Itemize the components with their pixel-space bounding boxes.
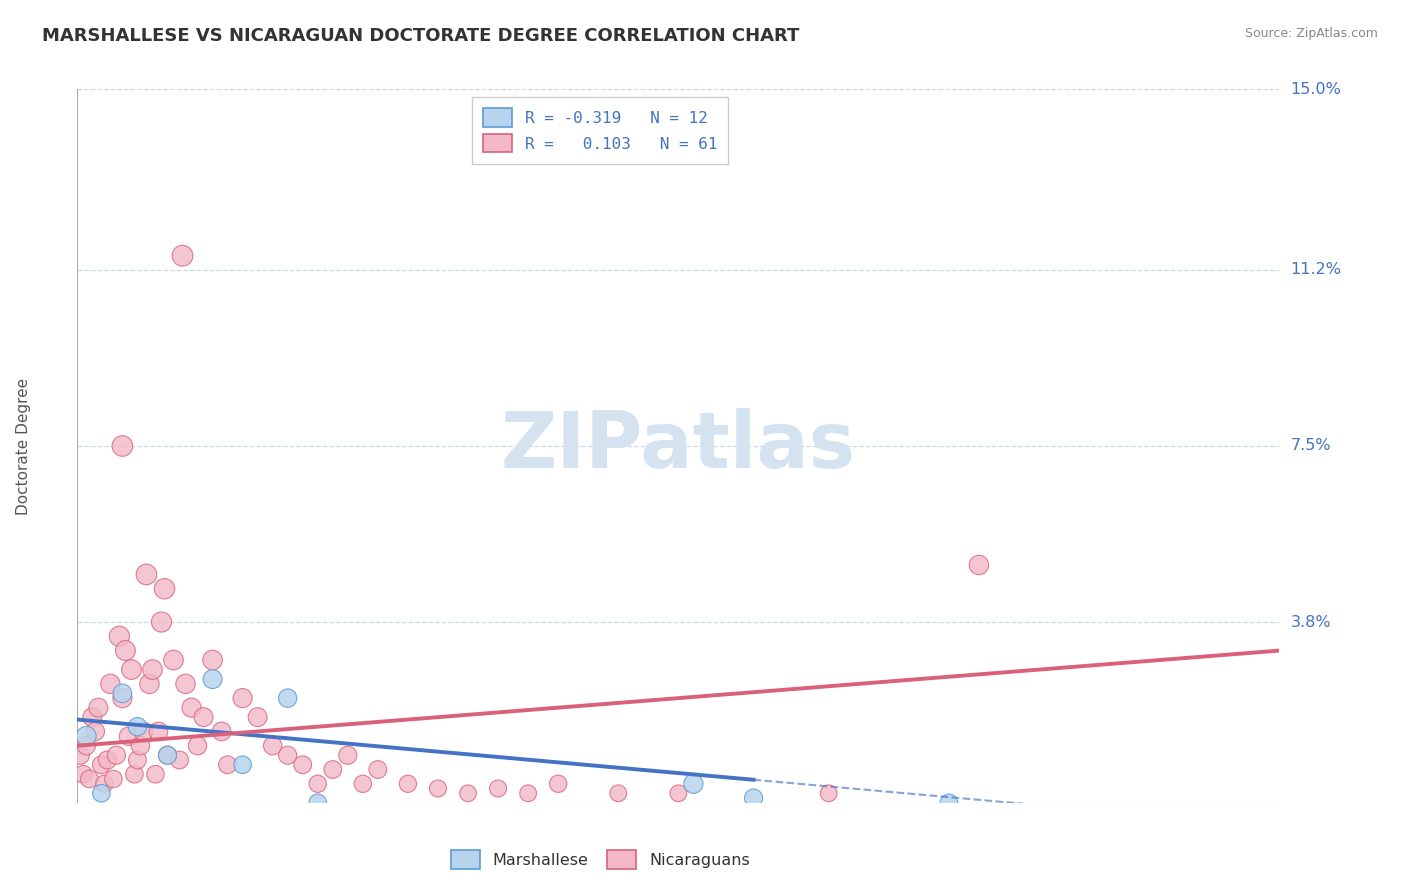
Point: [201, 653, 224, 667]
Point: [111, 691, 134, 706]
Point: [132, 724, 155, 739]
Point: [193, 710, 215, 724]
Point: [79, 772, 101, 786]
Point: [103, 772, 125, 786]
Point: [156, 748, 179, 763]
Point: [232, 691, 254, 706]
Point: [180, 700, 202, 714]
Point: [457, 786, 479, 800]
Point: [93, 777, 115, 791]
Point: [217, 757, 239, 772]
Point: [96, 753, 118, 767]
Point: [90, 757, 112, 772]
Point: [742, 791, 765, 805]
Point: [367, 763, 389, 777]
Point: [111, 686, 134, 700]
Legend: Marshallese, Nicaraguans: Marshallese, Nicaraguans: [443, 842, 758, 877]
Point: [138, 677, 160, 691]
Point: [153, 582, 176, 596]
Point: [186, 739, 209, 753]
Text: Source: ZipAtlas.com: Source: ZipAtlas.com: [1244, 27, 1378, 40]
Point: [141, 663, 163, 677]
Point: [277, 748, 299, 763]
Point: [938, 796, 960, 810]
Point: [211, 724, 233, 739]
Point: [127, 753, 149, 767]
Point: [517, 786, 540, 800]
Point: [682, 777, 704, 791]
Point: [90, 786, 112, 800]
Point: [967, 558, 990, 572]
Point: [127, 720, 149, 734]
Point: [105, 748, 128, 763]
Point: [87, 700, 110, 714]
Point: [201, 672, 224, 686]
Point: [148, 724, 170, 739]
Point: [336, 748, 359, 763]
Point: [607, 786, 630, 800]
Point: [156, 748, 179, 763]
Point: [307, 796, 329, 810]
Point: [262, 739, 284, 753]
Point: [322, 763, 344, 777]
Point: [486, 781, 509, 796]
Point: [100, 677, 122, 691]
Point: [291, 757, 314, 772]
Point: [135, 567, 157, 582]
Point: [124, 767, 146, 781]
Point: [307, 777, 329, 791]
Point: [108, 629, 131, 643]
Text: MARSHALLESE VS NICARAGUAN DOCTORATE DEGREE CORRELATION CHART: MARSHALLESE VS NICARAGUAN DOCTORATE DEGR…: [42, 27, 800, 45]
Point: [169, 753, 191, 767]
Point: [72, 767, 94, 781]
Point: [145, 767, 167, 781]
Point: [427, 781, 450, 796]
Point: [174, 677, 197, 691]
Point: [668, 786, 690, 800]
Point: [817, 786, 839, 800]
Text: Doctorate Degree: Doctorate Degree: [15, 377, 31, 515]
Point: [352, 777, 374, 791]
Text: 7.5%: 7.5%: [1291, 439, 1331, 453]
Point: [75, 729, 97, 743]
Text: 15.0%: 15.0%: [1291, 82, 1341, 96]
Point: [172, 249, 194, 263]
Point: [246, 710, 269, 724]
Point: [277, 691, 299, 706]
Point: [117, 729, 139, 743]
Point: [162, 653, 184, 667]
Point: [69, 748, 91, 763]
Point: [129, 739, 152, 753]
Point: [75, 739, 97, 753]
Point: [396, 777, 419, 791]
Point: [120, 663, 142, 677]
Text: 11.2%: 11.2%: [1291, 262, 1341, 277]
Point: [114, 643, 136, 657]
Point: [150, 615, 173, 629]
Text: 3.8%: 3.8%: [1291, 615, 1331, 630]
Point: [84, 724, 107, 739]
Point: [547, 777, 569, 791]
Point: [82, 710, 104, 724]
Point: [111, 439, 134, 453]
Point: [232, 757, 254, 772]
Text: ZIPatlas: ZIPatlas: [501, 408, 856, 484]
